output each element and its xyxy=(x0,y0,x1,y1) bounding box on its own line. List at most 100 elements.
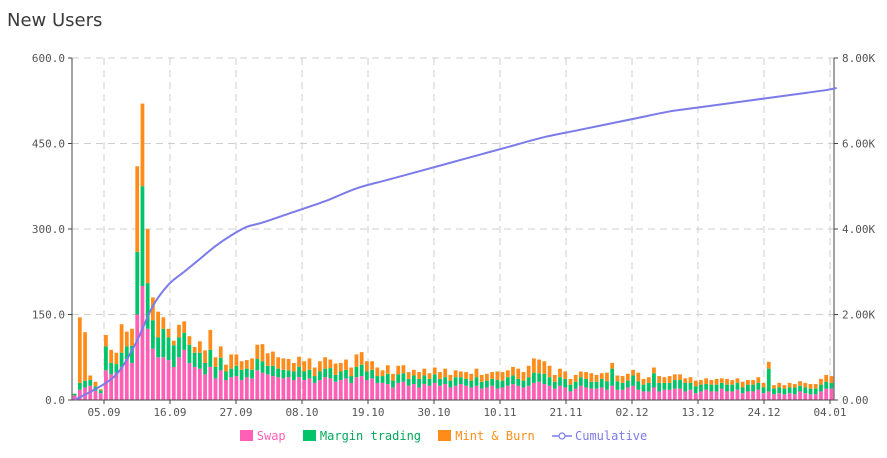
bar-segment-mint-burn xyxy=(224,364,228,372)
bar-segment-mint-burn xyxy=(151,297,155,321)
bar-segment-margin-trading xyxy=(177,337,181,358)
bar-segment-margin-trading xyxy=(563,378,568,388)
bar-segment-mint-burn xyxy=(568,378,573,385)
bar-segment-margin-trading xyxy=(688,382,693,390)
bar-segment-margin-trading xyxy=(526,377,531,386)
bar-segment-margin-trading xyxy=(803,387,808,394)
bar-segment-swap xyxy=(709,391,714,400)
bar-segment-mint-burn xyxy=(636,372,641,382)
bar-segment-mint-burn xyxy=(114,352,119,365)
bar-segment-margin-trading xyxy=(406,378,411,386)
bar-segment-swap xyxy=(798,391,802,400)
bar-segment-swap xyxy=(761,393,766,400)
bar-segment-mint-burn xyxy=(704,378,709,385)
bar-segment-mint-burn xyxy=(406,372,411,379)
bar-segment-mint-burn xyxy=(422,368,427,376)
y-left-tick-label: 600.0 xyxy=(32,52,65,65)
bar-segment-mint-burn xyxy=(453,370,458,378)
bar-segment-margin-trading xyxy=(714,384,719,392)
bar-segment-margin-trading xyxy=(485,380,489,388)
bar-segment-mint-burn xyxy=(719,378,724,383)
x-axis-ticks: 05.09 16.09 27.09 08.10 19.10 30.10 10.11 21.11… xyxy=(87,406,846,419)
bar-segment-margin-trading xyxy=(709,384,714,392)
bar-segment-mint-burn xyxy=(631,369,635,376)
bar-segment-mint-burn xyxy=(244,360,249,369)
y-right-tick-label: 8.00K xyxy=(842,52,875,65)
bar-segment-mint-burn xyxy=(359,352,364,365)
bar-segment-margin-trading xyxy=(443,377,448,385)
bar-segment-margin-trading xyxy=(751,384,755,392)
bar-segment-swap xyxy=(297,377,301,400)
bar-segment-mint-burn xyxy=(385,365,390,374)
bar-segment-mint-burn xyxy=(495,371,500,381)
bar-segment-mint-burn xyxy=(77,317,82,383)
bar-segment-margin-trading xyxy=(511,375,515,385)
legend-item-cumulative[interactable]: Cumulative xyxy=(552,429,647,443)
bar-segment-swap xyxy=(474,385,479,400)
bar-segment-margin-trading xyxy=(312,376,317,383)
bar-segment-swap xyxy=(72,395,77,400)
bar-segment-mint-burn xyxy=(761,382,766,388)
bar-segment-swap xyxy=(766,391,771,400)
bar-segment-margin-trading xyxy=(589,381,594,389)
bar-segment-margin-trading xyxy=(777,387,782,394)
bar-segment-swap xyxy=(291,380,296,400)
bar-segment-margin-trading xyxy=(542,373,547,385)
bar-segment-swap xyxy=(224,380,228,400)
bar-segment-swap xyxy=(438,385,442,400)
bar-segment-margin-trading xyxy=(474,377,479,386)
bar-segment-mint-burn xyxy=(620,376,625,383)
bar-segment-swap xyxy=(578,385,583,400)
bar-segment-mint-burn xyxy=(145,229,150,284)
bar-segment-margin-trading xyxy=(119,352,124,367)
bar-segment-margin-trading xyxy=(521,380,526,388)
bar-segment-swap xyxy=(359,376,364,400)
bar-segment-mint-burn xyxy=(699,380,703,385)
bar-segment-mint-burn xyxy=(735,378,740,383)
bar-segment-swap xyxy=(135,314,140,400)
bar-segment-mint-burn xyxy=(505,370,510,378)
bar-segment-swap xyxy=(448,387,453,400)
bar-segment-mint-burn xyxy=(130,328,134,346)
bar-segment-swap xyxy=(130,362,134,400)
bar-segment-margin-trading xyxy=(808,388,813,395)
bar-segment-mint-burn xyxy=(464,372,468,379)
bar-segment-margin-trading xyxy=(532,372,536,383)
bar-segment-margin-trading xyxy=(77,382,82,390)
bar-segment-swap xyxy=(234,376,239,400)
bar-segment-swap xyxy=(260,372,265,400)
bar-segment-mint-burn xyxy=(417,372,421,379)
bar-segment-mint-burn xyxy=(641,378,646,385)
bar-segment-margin-trading xyxy=(140,186,145,286)
legend-item-margin-trading[interactable]: Margin trading xyxy=(302,429,421,443)
x-tick-label: 13.12 xyxy=(681,406,714,419)
bar-segment-margin-trading xyxy=(391,380,395,388)
bar-segment-swap xyxy=(792,394,797,400)
bar-segment-swap xyxy=(77,389,82,400)
legend-item-mint-burn[interactable]: Mint & Burn xyxy=(438,429,535,443)
bar-segment-margin-trading xyxy=(782,388,787,395)
bar-segment-margin-trading xyxy=(625,380,630,388)
bar-segment-margin-trading xyxy=(328,368,333,379)
bar-segment-margin-trading xyxy=(464,378,468,386)
bar-segment-mint-burn xyxy=(323,357,328,369)
legend-item-swap[interactable]: Swap xyxy=(239,429,286,443)
bar-segment-mint-burn xyxy=(558,368,562,378)
bar-segment-mint-burn xyxy=(255,344,260,359)
bar-segment-swap xyxy=(187,362,192,400)
bar-segment-margin-trading xyxy=(432,374,437,383)
bar-segment-swap xyxy=(192,366,197,400)
bar-segment-mint-burn xyxy=(291,362,296,372)
bar-segment-swap xyxy=(725,391,729,400)
bar-segment-mint-burn xyxy=(432,367,437,375)
bar-segment-margin-trading xyxy=(516,378,521,386)
bar-segment-margin-trading xyxy=(130,345,134,363)
bar-segment-swap xyxy=(589,388,594,400)
bar-segment-mint-burn xyxy=(646,377,651,383)
bar-segment-swap xyxy=(98,393,103,400)
x-tick-label: 04.01 xyxy=(813,406,846,419)
bar-segment-mint-burn xyxy=(177,324,181,338)
bar-segment-mint-burn xyxy=(307,358,312,370)
bar-segment-margin-trading xyxy=(318,371,322,381)
x-tick-label: 30.10 xyxy=(417,406,450,419)
